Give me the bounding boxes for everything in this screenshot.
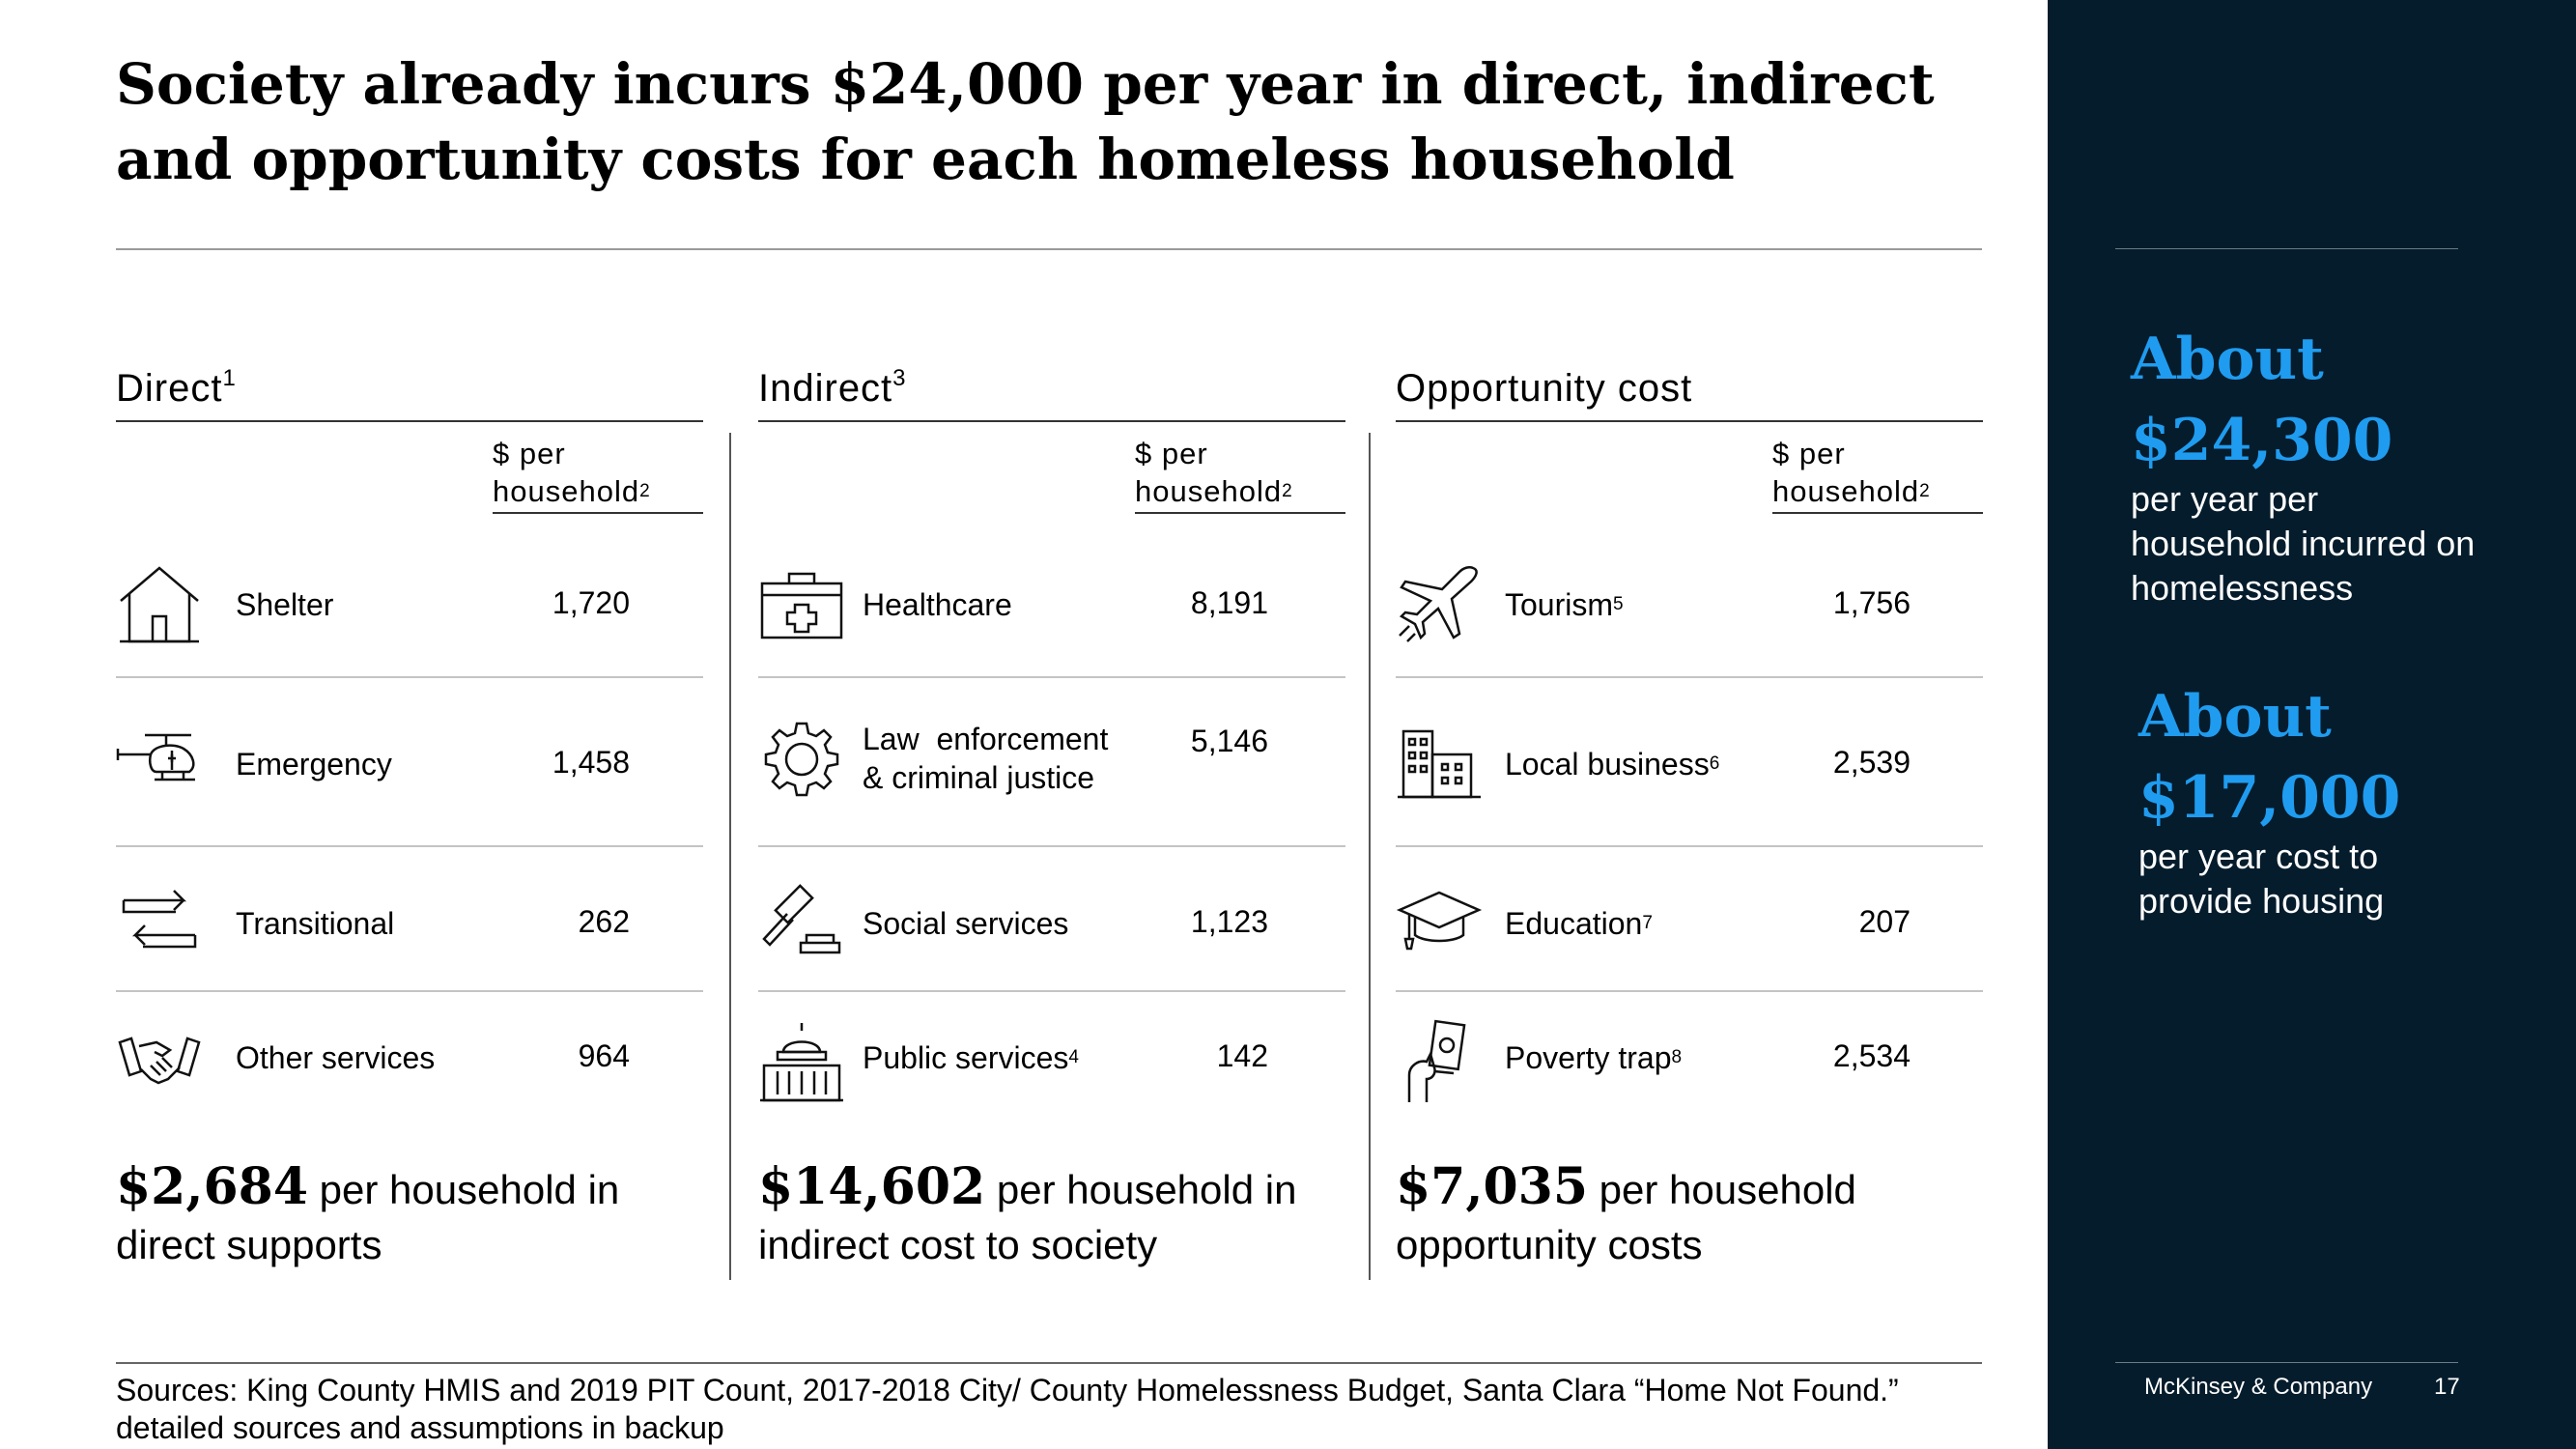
- column-divider: [729, 433, 731, 1280]
- row-divider: [758, 990, 1345, 992]
- item-label: Shelter: [236, 587, 334, 622]
- row-divider: [1396, 845, 1983, 847]
- item-label: Tourism5: [1505, 587, 1624, 622]
- brand-name: McKinsey & Company: [2144, 1374, 2373, 1400]
- item-label: Local business6: [1505, 747, 1720, 781]
- row-divider: [1396, 990, 1983, 992]
- item-value: 8,191: [1190, 585, 1268, 620]
- item-value: 1,756: [1832, 585, 1911, 620]
- item-value: 1,458: [552, 745, 630, 780]
- page-title: Society already incurs $24,000 per year …: [116, 51, 1935, 192]
- column-heading: Direct1: [116, 365, 237, 410]
- item-value: 1,123: [1190, 904, 1268, 939]
- gavel-icon: [758, 879, 845, 966]
- column-heading: Opportunity cost: [1396, 367, 1693, 410]
- sources-footnote: Sources: King County HMIS and 2019 PIT C…: [116, 1373, 1899, 1445]
- helicopter-icon: [116, 720, 203, 807]
- medical-kit-icon: [758, 560, 845, 647]
- unit-label: $ per household2: [493, 437, 651, 508]
- heading-underline: [758, 420, 1345, 422]
- item-value: 2,534: [1832, 1038, 1911, 1073]
- airplane-icon: [1396, 560, 1483, 647]
- item-label: Law enforcement & criminal justice: [863, 722, 1109, 795]
- item-label: Education7: [1505, 906, 1653, 941]
- item-value: 5,146: [1190, 724, 1268, 758]
- item-value: 2,539: [1832, 745, 1911, 780]
- row-divider: [758, 845, 1345, 847]
- capitol-building-icon: [758, 1019, 845, 1106]
- item-label: Healthcare: [863, 587, 1012, 622]
- item-label: Public services4: [863, 1040, 1079, 1075]
- item-value: 964: [578, 1038, 630, 1073]
- stat-description: per year cost to provide housing: [2138, 837, 2385, 921]
- sidebar-divider: [2115, 248, 2458, 249]
- item-label: Social services: [863, 906, 1069, 941]
- graduation-cap-icon: [1396, 879, 1483, 966]
- footer-divider: [2115, 1362, 2458, 1363]
- page-number: 17: [2434, 1374, 2460, 1400]
- stat-headline: About $24,300: [2131, 326, 2393, 474]
- house-icon: [116, 560, 203, 647]
- row-divider: [116, 676, 703, 678]
- item-label: Transitional: [236, 906, 395, 941]
- sources-divider: [116, 1362, 1982, 1364]
- column-total: $14,602 per household in indirect cost t…: [758, 1157, 1297, 1267]
- handshake-icon: [116, 1019, 203, 1106]
- unit-underline: [1772, 512, 1983, 514]
- item-label: Other services: [236, 1040, 436, 1075]
- unit-label: $ per household2: [1135, 437, 1293, 508]
- heading-underline: [1396, 420, 1983, 422]
- unit-underline: [493, 512, 703, 514]
- summary-sidebar: About $24,300 per year per household incu…: [2048, 0, 2576, 1449]
- row-divider: [116, 845, 703, 847]
- item-value: 207: [1858, 904, 1911, 939]
- title-divider: [116, 248, 1982, 250]
- column-heading: Indirect3: [758, 365, 907, 410]
- unit-label: $ per household2: [1772, 437, 1931, 508]
- office-buildings-icon: [1396, 720, 1483, 807]
- row-divider: [758, 676, 1345, 678]
- item-value: 1,720: [552, 585, 630, 620]
- item-label: Emergency: [236, 747, 392, 781]
- item-value: 262: [578, 904, 630, 939]
- row-divider: [1396, 676, 1983, 678]
- column-total: $7,035 per household opportunity costs: [1396, 1157, 1856, 1267]
- heading-underline: [116, 420, 703, 422]
- item-value: 142: [1216, 1038, 1268, 1073]
- stat-description: per year per household incurred on homel…: [2131, 479, 2476, 608]
- hand-money-icon: [1396, 1019, 1483, 1106]
- gear-icon: [758, 720, 845, 807]
- row-divider: [116, 990, 703, 992]
- arrows-exchange-icon: [116, 879, 203, 966]
- column-total: $2,684 per household in direct supports: [116, 1157, 620, 1267]
- unit-underline: [1135, 512, 1345, 514]
- column-divider: [1369, 433, 1371, 1280]
- stat-headline: About $17,000: [2138, 683, 2401, 832]
- item-label: Poverty trap8: [1505, 1040, 1683, 1075]
